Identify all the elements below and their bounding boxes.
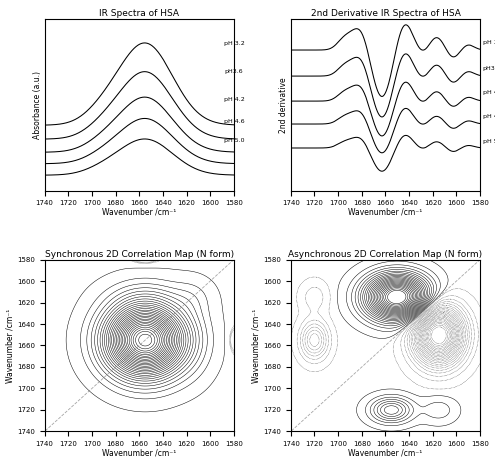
Title: Asynchronous 2D Correlation Map (N form): Asynchronous 2D Correlation Map (N form)	[289, 250, 483, 259]
X-axis label: Wavenumber /cm⁻¹: Wavenumber /cm⁻¹	[102, 448, 176, 458]
Y-axis label: Wavenumber /cm⁻¹: Wavenumber /cm⁻¹	[251, 309, 260, 383]
Text: pH 5.0: pH 5.0	[483, 139, 495, 144]
Text: pH3.6: pH3.6	[483, 66, 495, 71]
X-axis label: Wavenumber /cm⁻¹: Wavenumber /cm⁻¹	[102, 208, 176, 217]
Title: Synchronous 2D Correlation Map (N form): Synchronous 2D Correlation Map (N form)	[45, 250, 234, 259]
Text: pH3.6: pH3.6	[224, 69, 243, 75]
Title: 2nd Derivative IR Spectra of HSA: 2nd Derivative IR Spectra of HSA	[310, 9, 460, 18]
Text: pH 5.0: pH 5.0	[224, 138, 245, 143]
Text: pH 3.2: pH 3.2	[483, 40, 495, 45]
Y-axis label: Absorbance (a.u.): Absorbance (a.u.)	[33, 71, 42, 139]
Text: pH 3.2: pH 3.2	[224, 41, 245, 46]
X-axis label: Wavenumber /cm⁻¹: Wavenumber /cm⁻¹	[348, 448, 423, 458]
Text: pH 4.2: pH 4.2	[224, 97, 245, 101]
Text: pH 4.6: pH 4.6	[483, 114, 495, 119]
Y-axis label: Wavenumber /cm⁻¹: Wavenumber /cm⁻¹	[5, 309, 14, 383]
Text: pH 4.6: pH 4.6	[224, 119, 245, 124]
Text: pH 4.2: pH 4.2	[483, 90, 495, 95]
X-axis label: Wavenumber /cm⁻¹: Wavenumber /cm⁻¹	[348, 208, 423, 217]
Title: IR Spectra of HSA: IR Spectra of HSA	[99, 9, 179, 18]
Y-axis label: 2nd derivative: 2nd derivative	[279, 77, 288, 133]
